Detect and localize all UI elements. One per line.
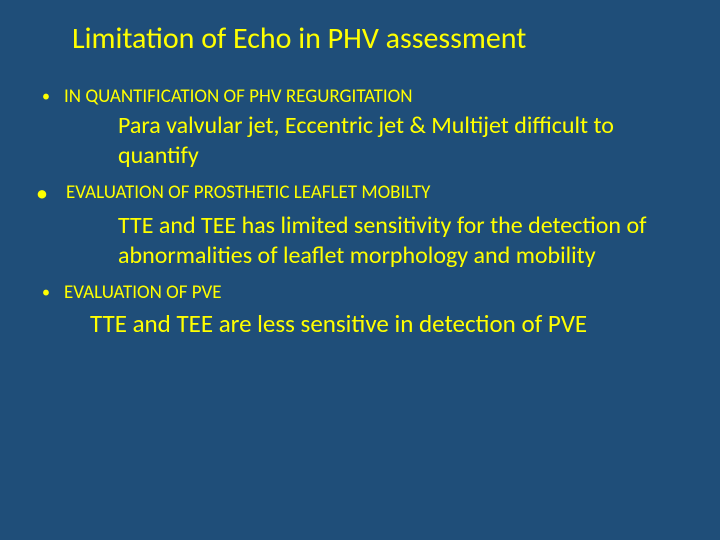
section-2: • EVALUATION OF PROSTHETIC LEAFLET MOBIL…: [0, 181, 720, 271]
bullet-row-3: • EVALUATION OF PVE: [0, 281, 720, 305]
bullet-icon: •: [42, 281, 50, 305]
section-3: • EVALUATION OF PVE TTE and TEE are less…: [0, 281, 720, 339]
section-heading-2: EVALUATION OF PROSTHETIC LEAFLET MOBILTY: [66, 181, 430, 205]
bullet-icon: •: [42, 85, 50, 109]
section-1: • IN QUANTIFICATION OF PHV REGURGITATION…: [0, 85, 720, 171]
slide-title: Limitation of Echo in PHV assessment: [0, 20, 720, 57]
section-body-2: TTE and TEE has limited sensitivity for …: [0, 211, 720, 271]
bullet-icon: •: [36, 181, 48, 207]
section-heading-3: EVALUATION OF PVE: [64, 281, 222, 305]
bullet-row-2: • EVALUATION OF PROSTHETIC LEAFLET MOBIL…: [0, 181, 720, 207]
slide-container: Limitation of Echo in PHV assessment • I…: [0, 0, 720, 540]
section-heading-1: IN QUANTIFICATION OF PHV REGURGITATION: [64, 85, 413, 109]
section-body-3: TTE and TEE are less sensitive in detect…: [0, 309, 720, 339]
section-body-1: Para valvular jet, Eccentric jet & Multi…: [0, 111, 720, 171]
bullet-row-1: • IN QUANTIFICATION OF PHV REGURGITATION: [0, 85, 720, 109]
